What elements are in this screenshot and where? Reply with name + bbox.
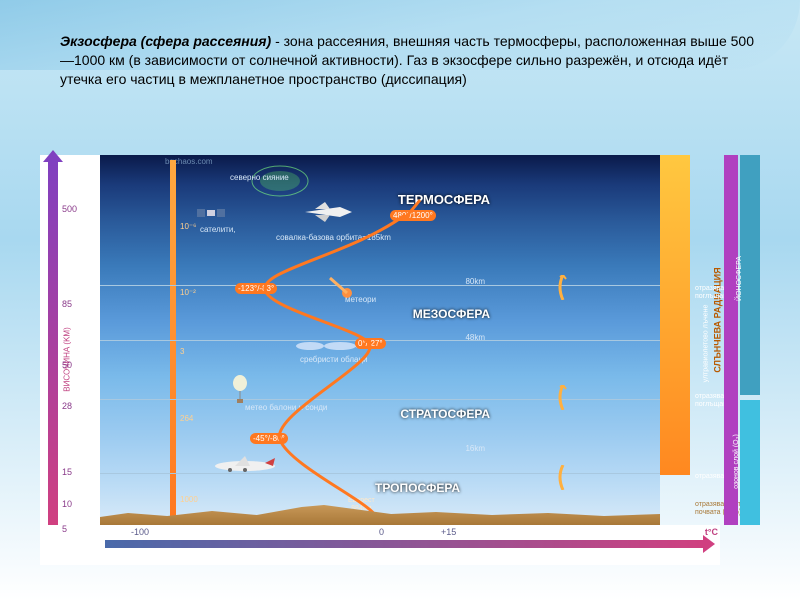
alt-80km: 80km xyxy=(465,277,485,286)
h-tick: 5 xyxy=(62,524,67,534)
p-tick: 10⁻² xyxy=(180,288,196,297)
layer-boundary xyxy=(100,399,660,400)
temp-point-thermo: 480°/1200° xyxy=(390,210,436,221)
p-tick: 1000 xyxy=(180,495,198,504)
layer-mesosphere: МЕЗОСФЕРА xyxy=(413,307,490,321)
layer-stratosphere: СТРАТОСФЕРА xyxy=(400,407,490,421)
sky-gradient: bgchaos.com 10⁻⁶ 10⁻² 3 264 1000 80km 48… xyxy=(100,155,660,525)
t-tick: -100 xyxy=(131,527,149,537)
ionosphere-label: ЙОНОСФЕРА xyxy=(736,256,743,301)
height-axis: ВИСОЧИНА (KM) 500 85 50 28 15 10 5 xyxy=(40,155,100,565)
h-tick: 85 xyxy=(62,299,72,309)
t-tick: +15 xyxy=(441,527,456,537)
reflect-arrow-icon xyxy=(555,465,570,490)
ionosphere-bar xyxy=(740,155,760,395)
aurora-label: северно сияние xyxy=(230,173,289,182)
h-tick: 50 xyxy=(62,360,72,370)
title-highlight: Экзосфера (сфера рассеяния) xyxy=(60,33,271,49)
solar-radiation-bar xyxy=(660,155,690,475)
temp-point-stratopause: 0°/-27° xyxy=(355,338,386,349)
alt-16km: 16km xyxy=(465,444,485,453)
p-tick: 3 xyxy=(180,347,184,356)
shuttle-label: совалка-базова орбита=185km xyxy=(276,233,391,242)
everest-name: Еверест xyxy=(348,497,375,504)
height-arrow xyxy=(48,160,58,525)
uv-label: ултравиолетово лъчене xyxy=(703,305,710,383)
balloon-label: метео балони и сонди xyxy=(245,403,327,412)
h-tick: 28 xyxy=(62,401,72,411)
h-tick: 15 xyxy=(62,467,72,477)
layer-troposphere: ТРОПОСФЕРА xyxy=(375,481,460,495)
temp-point-mesopause: -123°/-83° xyxy=(235,283,277,294)
layer-thermosphere: ТЕРМОСФЕРА xyxy=(398,192,490,207)
nlc-label: сребристи облаци xyxy=(300,355,368,364)
shuttle-icon xyxy=(300,197,360,227)
t-unit: t°C xyxy=(705,527,718,537)
h-tick: 10 xyxy=(62,499,72,509)
reflect-arrow-icon xyxy=(555,385,570,410)
temp-point-tropopause: -45°/-80° xyxy=(250,433,288,444)
p-tick: 10⁻⁶ xyxy=(180,222,196,231)
atmosphere-diagram: ВИСОЧИНА (KM) 500 85 50 28 15 10 5 bgcha… xyxy=(40,155,760,565)
h-tick: 500 xyxy=(62,204,77,214)
solar-radiation-label: СЛЪНЧЕВА РАДИАЦИЯ xyxy=(713,267,723,372)
ozone-label: озонов слой (O₃) xyxy=(733,434,740,489)
ozone-bar xyxy=(740,400,760,525)
airplane-icon xyxy=(210,453,280,478)
layer-boundary-16km xyxy=(100,473,660,474)
title-paragraph: Экзосфера (сфера рассеяния) - зона рассе… xyxy=(60,32,760,89)
alt-48km: 48km xyxy=(465,333,485,342)
temperature-arrow xyxy=(105,540,705,548)
reflect-arrow-icon xyxy=(555,275,570,300)
layer-boundary-80km xyxy=(100,285,660,286)
p-tick: 264 xyxy=(180,414,193,423)
meteor-label: метеори xyxy=(345,295,376,304)
right-radiation-panel: СЛЪНЧЕВА РАДИАЦИЯ отразяване поглъщане о… xyxy=(660,155,760,525)
temperature-axis: -100 0 +15 t°C xyxy=(100,525,720,565)
t-tick: 0 xyxy=(379,527,384,537)
satellite-label: сателити, xyxy=(200,225,236,234)
